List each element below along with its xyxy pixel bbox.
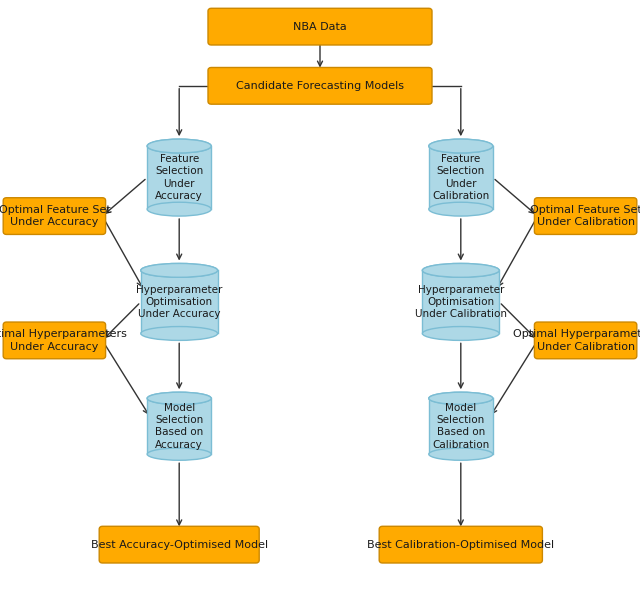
Ellipse shape: [141, 263, 218, 277]
Text: Model
Selection
Based on
Calibration: Model Selection Based on Calibration: [432, 403, 490, 450]
Ellipse shape: [429, 139, 493, 153]
FancyBboxPatch shape: [99, 526, 259, 563]
Ellipse shape: [147, 448, 211, 461]
FancyBboxPatch shape: [534, 322, 637, 359]
Ellipse shape: [429, 139, 493, 153]
FancyBboxPatch shape: [208, 67, 432, 104]
Ellipse shape: [429, 392, 493, 404]
Text: Candidate Forecasting Models: Candidate Forecasting Models: [236, 81, 404, 91]
Text: Hyperparameter
Optimisation
Under Accuracy: Hyperparameter Optimisation Under Accura…: [136, 285, 222, 319]
Text: Best Calibration-Optimised Model: Best Calibration-Optimised Model: [367, 540, 554, 549]
Bar: [429, 398, 493, 454]
Ellipse shape: [147, 139, 211, 153]
Text: Feature
Selection
Under
Accuracy: Feature Selection Under Accuracy: [155, 154, 204, 201]
Text: Feature
Selection
Under
Calibration: Feature Selection Under Calibration: [432, 154, 490, 201]
FancyBboxPatch shape: [379, 526, 543, 563]
Ellipse shape: [147, 139, 211, 153]
Ellipse shape: [429, 392, 493, 404]
Text: Best Accuracy-Optimised Model: Best Accuracy-Optimised Model: [91, 540, 268, 549]
Text: Hyperparameter
Optimisation
Under Calibration: Hyperparameter Optimisation Under Calibr…: [415, 285, 507, 319]
Text: Optimal Feature Set
Under Accuracy: Optimal Feature Set Under Accuracy: [0, 205, 110, 227]
Ellipse shape: [147, 392, 211, 404]
Text: Optimal Feature Set
Under Calibration: Optimal Feature Set Under Calibration: [530, 205, 640, 227]
Ellipse shape: [141, 263, 218, 277]
Ellipse shape: [141, 327, 218, 340]
Bar: [429, 146, 493, 209]
Ellipse shape: [429, 202, 493, 216]
Text: Optimal Hyperparameters
Under Calibration: Optimal Hyperparameters Under Calibratio…: [513, 329, 640, 352]
Text: Model
Selection
Based on
Accuracy: Model Selection Based on Accuracy: [155, 403, 204, 450]
Bar: [147, 398, 211, 454]
FancyBboxPatch shape: [3, 322, 106, 359]
Ellipse shape: [147, 392, 211, 404]
FancyBboxPatch shape: [534, 198, 637, 234]
Bar: [147, 146, 211, 209]
FancyBboxPatch shape: [208, 8, 432, 45]
Ellipse shape: [422, 263, 499, 277]
Ellipse shape: [429, 448, 493, 461]
Bar: [141, 271, 218, 333]
Text: NBA Data: NBA Data: [293, 22, 347, 31]
FancyBboxPatch shape: [3, 198, 106, 234]
Ellipse shape: [422, 263, 499, 277]
Text: Optimal Hyperparameters
Under Accuracy: Optimal Hyperparameters Under Accuracy: [0, 329, 127, 352]
Ellipse shape: [422, 327, 499, 340]
Bar: [422, 271, 499, 333]
Ellipse shape: [147, 202, 211, 216]
